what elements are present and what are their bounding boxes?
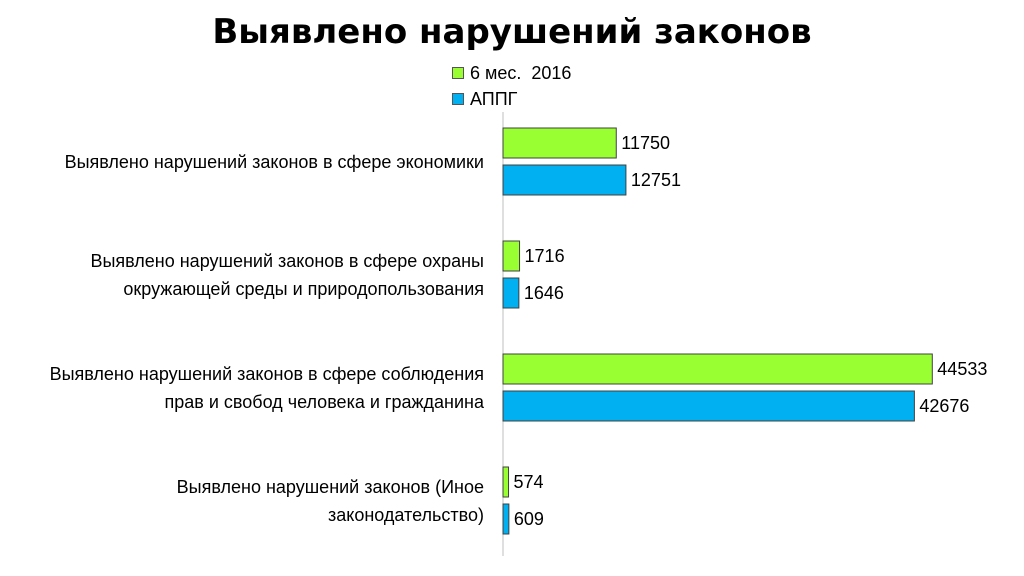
data-label: 44533: [937, 359, 987, 379]
data-label: 12751: [631, 170, 681, 190]
bar-current: [502, 240, 521, 272]
bar-current: [502, 127, 617, 159]
bar-previous: [502, 164, 627, 196]
category-label-line: прав и свобод человека и гражданина: [164, 391, 485, 412]
bar-current: [502, 466, 510, 498]
category-label-line: Выявлено нарушений законов в сфере охран…: [90, 250, 484, 271]
category-label: Выявлено нарушений законов в сфере соблю…: [4, 360, 484, 416]
bar-previous: [502, 503, 510, 535]
data-label: 574: [514, 472, 544, 492]
legend-swatch-previous: [452, 93, 464, 105]
data-label: 609: [514, 509, 544, 529]
category-label-line: законодательство): [328, 504, 484, 525]
data-label: 1716: [525, 246, 565, 266]
category-label-line: Выявлено нарушений законов (Иное: [176, 476, 484, 497]
category-label: Выявлено нарушений законов в сфере охран…: [4, 247, 484, 303]
data-label: 11750: [621, 133, 670, 153]
chart-title: Выявлено нарушений законов: [212, 12, 812, 52]
legend-item-previous: АППГ: [452, 86, 571, 112]
category-label: Выявлено нарушений законов в сфере эконо…: [4, 148, 484, 176]
category-label-line: Выявлено нарушений законов в сфере эконо…: [64, 151, 484, 172]
legend-item-current: 6 мес. 2016: [452, 60, 571, 86]
bar-previous: [502, 277, 520, 309]
legend-label-previous: АППГ: [470, 88, 518, 109]
data-label: 1646: [524, 283, 564, 303]
category-label-line: Выявлено нарушений законов в сфере соблю…: [49, 363, 484, 384]
data-label: 42676: [919, 396, 969, 416]
category-label: Выявлено нарушений законов (Иное законода…: [4, 473, 484, 529]
legend-label-current: 6 мес. 2016: [470, 62, 572, 83]
bar-current: [502, 353, 933, 385]
legend: 6 мес. 2016 АППГ: [452, 60, 571, 112]
legend-swatch-current: [452, 67, 464, 79]
category-label-line: окружающей среды и природопользования: [123, 278, 484, 299]
bar-previous: [502, 390, 915, 422]
